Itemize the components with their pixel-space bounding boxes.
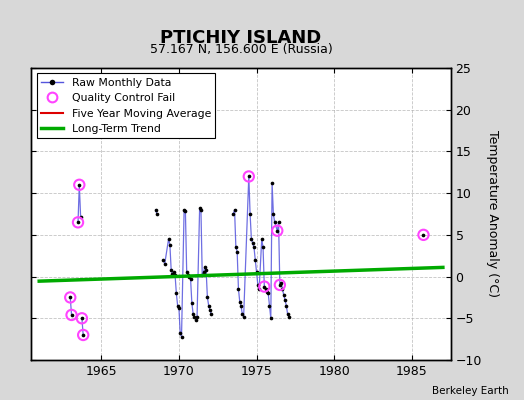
Point [261,286,270,292]
Point [204,302,213,309]
Point [263,288,271,295]
Point [180,207,188,213]
Point [245,173,253,180]
Point [79,332,88,338]
Point [232,244,240,250]
Point [251,257,259,263]
Point [265,302,274,309]
Point [152,211,161,217]
Point [160,261,169,267]
Point [270,219,279,226]
Point [78,315,86,322]
Point [187,276,195,282]
Point [79,332,88,338]
Point [276,282,284,288]
Point [267,315,275,322]
Point [77,213,85,220]
Point [253,269,261,276]
Point [66,294,74,301]
Point [275,219,283,226]
Point [202,267,210,273]
Point [278,286,287,292]
Y-axis label: Temperature Anomaly (°C): Temperature Anomaly (°C) [486,130,498,298]
Point [66,294,74,301]
Point [260,283,268,290]
Point [198,272,206,278]
Point [201,263,209,270]
Point [203,294,212,301]
Point [234,286,243,292]
Point [206,307,214,313]
Point [75,182,83,188]
Legend: Raw Monthly Data, Quality Control Fail, Five Year Moving Average, Long-Term Tren: Raw Monthly Data, Quality Control Fail, … [37,74,215,138]
Point [196,207,205,213]
Point [159,257,168,263]
Point [236,298,244,305]
Point [167,267,176,273]
Point [248,240,257,246]
Point [281,297,289,303]
Point [237,302,245,309]
Title: PTICHIY ISLAND: PTICHIY ISLAND [160,29,322,47]
Point [257,236,266,242]
Point [279,292,288,298]
Point [250,244,258,250]
Point [166,242,174,248]
Point [189,311,198,317]
Point [68,312,76,318]
Point [185,273,193,280]
Point [273,228,281,234]
Point [195,205,204,211]
Point [74,219,82,226]
Point [192,317,200,323]
Point [229,211,237,217]
Point [181,208,190,215]
Point [282,302,290,309]
Point [151,207,160,213]
Point [276,282,284,288]
Point [255,286,264,292]
Point [184,272,192,278]
Point [238,311,246,317]
Point [259,244,267,250]
Point [172,290,181,296]
Point [283,311,292,317]
Point [285,314,293,320]
Text: Berkeley Earth: Berkeley Earth [432,386,508,396]
Point [188,300,196,306]
Point [176,330,184,336]
Point [269,211,278,217]
Point [247,236,256,242]
Point [173,302,182,309]
Point [170,269,178,276]
Point [199,269,208,276]
Point [246,211,254,217]
Point [233,248,242,255]
Point [193,314,201,320]
Point [231,207,239,213]
Point [254,282,262,288]
Point [68,312,76,318]
Point [190,314,199,320]
Point [182,269,191,276]
Point [260,283,268,290]
Point [171,272,179,278]
Point [165,236,173,242]
Point [277,280,286,286]
Point [78,315,86,322]
Point [273,228,281,234]
Point [168,271,177,277]
Point [239,314,248,320]
Text: 57.167 N, 156.600 E (Russia): 57.167 N, 156.600 E (Russia) [150,43,332,56]
Point [74,219,82,226]
Point [75,182,83,188]
Point [245,173,253,180]
Point [419,232,428,238]
Point [207,311,215,317]
Point [419,232,428,238]
Point [174,305,183,312]
Point [264,290,272,296]
Point [268,180,276,186]
Point [177,334,185,340]
